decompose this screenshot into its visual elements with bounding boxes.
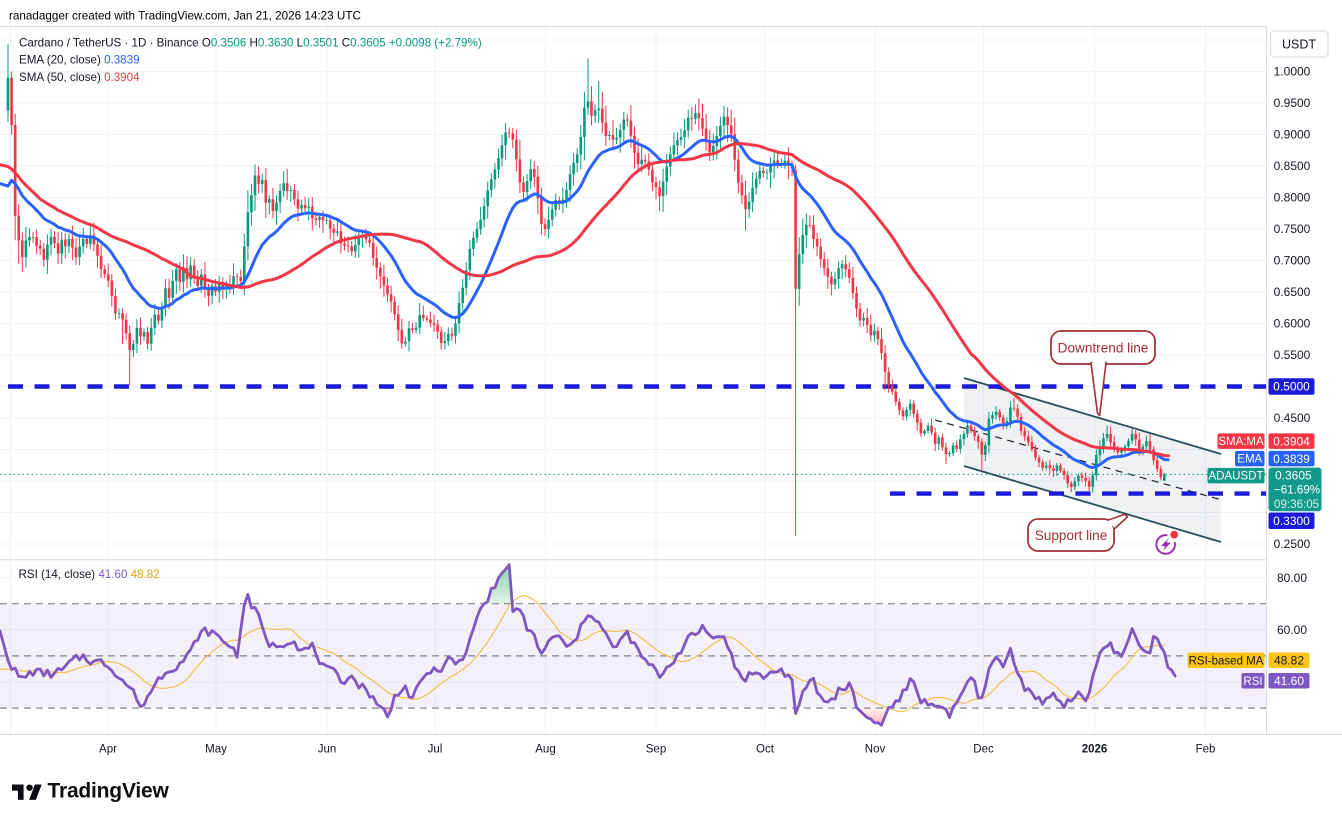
svg-text:0.7000: 0.7000 <box>1274 254 1311 268</box>
svg-text:Aug: Aug <box>535 744 555 756</box>
svg-text:Cardano / TetherUS · 1D · Bina: Cardano / TetherUS · 1D · Binance O0.350… <box>19 36 482 49</box>
svg-text:Apr: Apr <box>99 744 117 756</box>
svg-text:2026: 2026 <box>1082 744 1108 756</box>
svg-text:ranadagger created with Tradin: ranadagger created with TradingView.com,… <box>9 10 361 23</box>
svg-text:0.9000: 0.9000 <box>1274 128 1311 142</box>
svg-text:Oct: Oct <box>756 744 775 756</box>
svg-text:0.8500: 0.8500 <box>1274 159 1311 173</box>
svg-text:0.5000: 0.5000 <box>1273 380 1310 394</box>
svg-text:1.0000: 1.0000 <box>1274 65 1311 79</box>
svg-text:0.6000: 0.6000 <box>1274 317 1311 331</box>
svg-text:Jul: Jul <box>428 744 443 756</box>
svg-text:0.3300: 0.3300 <box>1273 514 1310 528</box>
svg-text:09:36:05: 09:36:05 <box>1274 498 1319 511</box>
svg-text:0.9500: 0.9500 <box>1274 96 1311 110</box>
svg-text:RSI: RSI <box>1243 676 1262 688</box>
svg-text:SMA (50, close) 0.3904: SMA (50, close) 0.3904 <box>19 71 140 84</box>
svg-text:TradingView: TradingView <box>48 780 170 803</box>
svg-text:SMA:MA: SMA:MA <box>1218 436 1264 448</box>
svg-text:May: May <box>205 744 227 756</box>
svg-text:EMA: EMA <box>1237 454 1262 466</box>
svg-text:0.3605: 0.3605 <box>1275 469 1312 483</box>
svg-text:0.8000: 0.8000 <box>1274 191 1311 205</box>
svg-text:60.00: 60.00 <box>1277 623 1307 637</box>
svg-text:Downtrend line: Downtrend line <box>1058 341 1149 356</box>
svg-text:0.4500: 0.4500 <box>1274 411 1311 425</box>
svg-text:80.00: 80.00 <box>1277 571 1307 585</box>
svg-text:0.6500: 0.6500 <box>1274 285 1311 299</box>
svg-text:Dec: Dec <box>973 744 994 756</box>
svg-text:Feb: Feb <box>1196 744 1216 756</box>
svg-text:Jun: Jun <box>318 744 337 756</box>
svg-text:ADAUSDT: ADAUSDT <box>1209 471 1264 483</box>
svg-text:Support line: Support line <box>1035 528 1108 543</box>
svg-text:RSI-based MA: RSI-based MA <box>1189 655 1264 667</box>
svg-text:0.5500: 0.5500 <box>1274 348 1311 362</box>
svg-text:USDT: USDT <box>1282 38 1316 52</box>
svg-text:41.60: 41.60 <box>1274 674 1304 688</box>
svg-text:Nov: Nov <box>865 744 886 756</box>
svg-text:−61.69%: −61.69% <box>1274 484 1320 497</box>
svg-text:0.2500: 0.2500 <box>1274 537 1311 551</box>
svg-text:EMA (20, close) 0.3839: EMA (20, close) 0.3839 <box>19 54 140 67</box>
svg-text:RSI (14, close) 41.60 48.82: RSI (14, close) 41.60 48.82 <box>19 568 160 581</box>
svg-text:48.82: 48.82 <box>1274 654 1304 668</box>
svg-text:0.3904: 0.3904 <box>1273 434 1310 448</box>
svg-text:0.7500: 0.7500 <box>1274 222 1311 236</box>
svg-text:Sep: Sep <box>646 744 666 756</box>
svg-text:0.3839: 0.3839 <box>1273 452 1310 466</box>
